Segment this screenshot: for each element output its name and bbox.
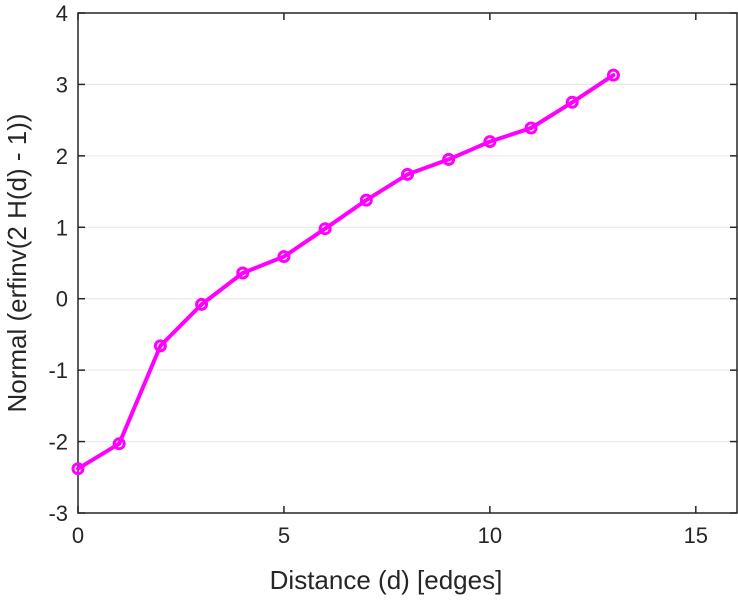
y-tick-label: 1 (56, 215, 68, 240)
y-tick-label: 0 (56, 287, 68, 312)
grid-lines (78, 12, 737, 514)
data-series (71, 68, 620, 476)
x-axis-label: Distance (d) [edges] (270, 565, 503, 595)
data-point (277, 250, 291, 264)
y-axis-label: Normal (erfinv(2 H(d) - 1)) (2, 113, 32, 412)
data-point (606, 68, 620, 82)
data-point (195, 297, 209, 311)
x-tick-label: 10 (478, 523, 502, 548)
data-point (524, 121, 538, 135)
axes (77, 12, 738, 514)
data-point (71, 462, 85, 476)
x-tick-label: 0 (72, 523, 84, 548)
y-tick-label: -1 (48, 358, 68, 383)
data-point (112, 437, 126, 451)
data-point (318, 222, 332, 236)
data-point (359, 193, 373, 207)
axes-box (77, 12, 738, 514)
plot-area (78, 13, 737, 513)
y-tick-label: 4 (56, 1, 68, 26)
y-tick-label: 2 (56, 144, 68, 169)
data-point (483, 135, 497, 149)
data-point (153, 339, 167, 353)
y-tick-label: 3 (56, 72, 68, 97)
data-point (236, 266, 250, 280)
data-point (442, 152, 456, 166)
data-point (565, 95, 579, 109)
y-tick-label: -3 (48, 501, 68, 526)
tick-labels: -3 -2 -1 0 1 2 3 4 0 5 10 15 (48, 1, 708, 548)
x-tick-label: 5 (278, 523, 290, 548)
data-point (401, 167, 414, 181)
y-tick-label: -2 (48, 430, 68, 455)
series-line-0 (76, 73, 616, 471)
x-tick-label: 15 (684, 523, 708, 548)
